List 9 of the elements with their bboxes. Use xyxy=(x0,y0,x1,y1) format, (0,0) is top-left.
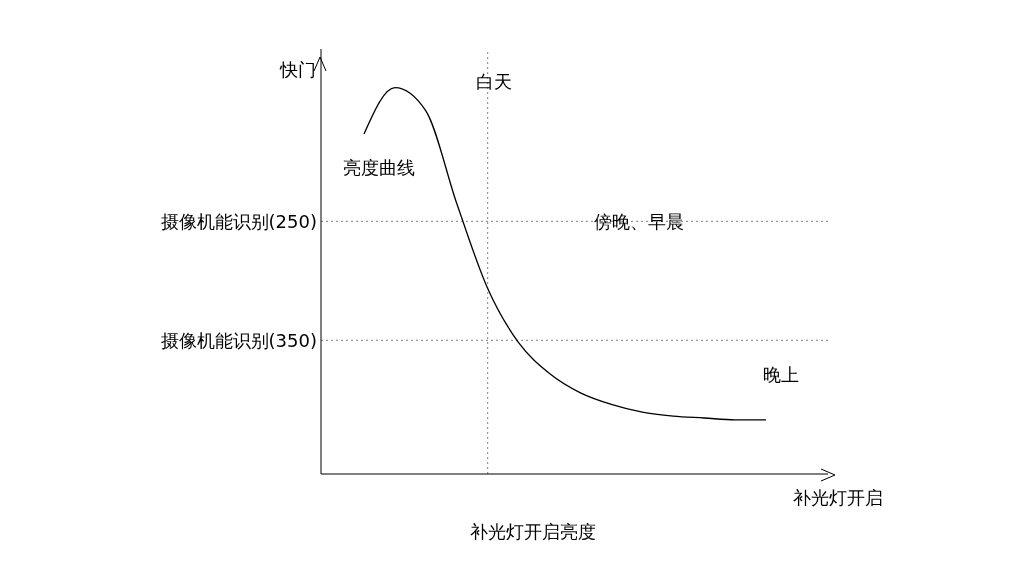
annotation: 白天 xyxy=(476,70,512,94)
annotation: 亮度曲线 xyxy=(343,156,415,180)
ref-line-label: 摄像机能识别(250) xyxy=(160,211,317,233)
ref-line-label: 摄像机能识别(350) xyxy=(160,330,317,352)
annotation: 晚上 xyxy=(763,363,799,387)
y-axis-title: 快门 xyxy=(280,58,316,82)
annotation: 傍晚、早晨 xyxy=(594,210,684,234)
x-axis-title: 补光灯开启 xyxy=(793,486,883,510)
text: 补光灯开启亮度 xyxy=(470,520,596,544)
